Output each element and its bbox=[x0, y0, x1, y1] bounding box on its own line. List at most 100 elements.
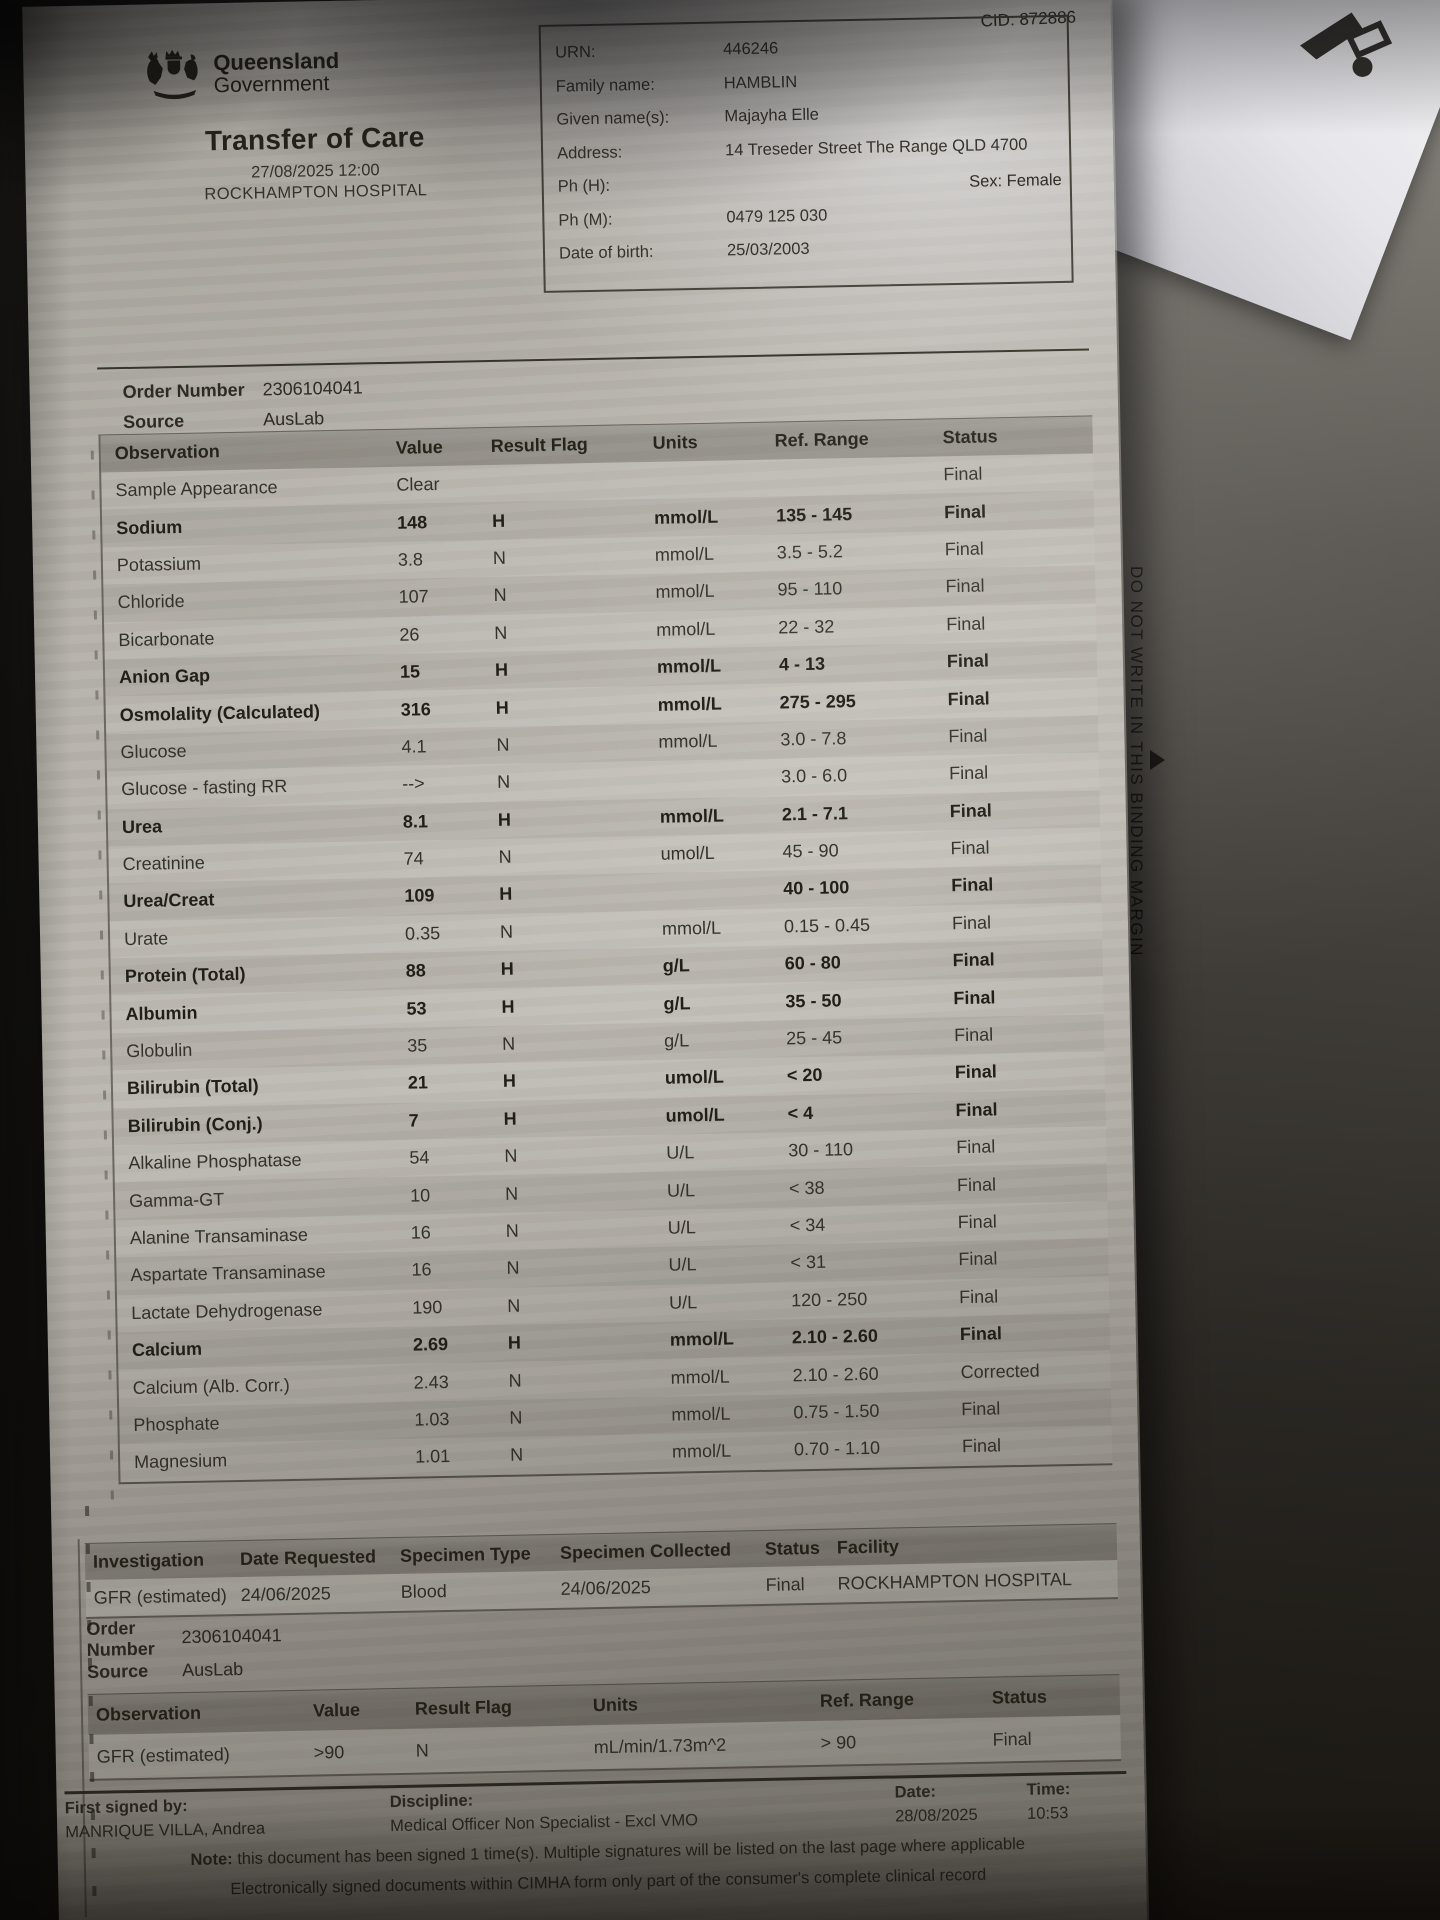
cell-status: Final bbox=[959, 1323, 1003, 1345]
cell-value: 316 bbox=[400, 698, 431, 720]
cell-flag: H bbox=[497, 809, 512, 830]
cell-units: mmol/L bbox=[654, 543, 715, 565]
cell-ref_range: 2.1 - 7.1 bbox=[781, 802, 849, 825]
cell-ref_range: 60 - 80 bbox=[784, 952, 841, 974]
column-header: Observation bbox=[95, 1702, 202, 1725]
cell-observation: Gamma-GT bbox=[128, 1188, 225, 1211]
cell-observation: Anion Gap bbox=[118, 665, 211, 688]
cell-ref_range: < 20 bbox=[786, 1065, 823, 1086]
cell-ref_range bbox=[775, 475, 943, 478]
cell-observation: Bilirubin (Conj.) bbox=[127, 1113, 263, 1136]
cell-status: Final bbox=[948, 762, 989, 784]
results-table: Observation Value Result Flag Units Ref. Ran… bbox=[98, 415, 1113, 1484]
cell-status: Final bbox=[950, 837, 990, 859]
cell-value: 190 bbox=[412, 1296, 443, 1318]
cell-flag: N bbox=[415, 1739, 429, 1761]
cell-observation: Bilirubin (Total) bbox=[126, 1075, 259, 1099]
cell-flag: H bbox=[501, 996, 515, 1017]
cell-value: 7 bbox=[408, 1110, 419, 1131]
cell-units: mmol/L bbox=[656, 655, 722, 677]
cell-observation: Aspartate Transaminase bbox=[130, 1261, 326, 1286]
cell-value: Clear bbox=[396, 474, 440, 495]
time-value: 10:53 bbox=[1026, 1804, 1069, 1823]
cell-observation: Urea/Creat bbox=[123, 889, 215, 912]
cell-status: Final bbox=[956, 1174, 997, 1195]
cell-ref_range: 3.0 - 7.8 bbox=[780, 728, 847, 750]
cell-observation: Glucose bbox=[120, 740, 187, 763]
cell-value: 21 bbox=[407, 1072, 429, 1094]
cell-observation: Urea bbox=[121, 816, 163, 837]
cell-label: Date of birth: bbox=[558, 243, 654, 263]
cell-label: Given name(s): bbox=[556, 108, 670, 129]
cell-flag: N bbox=[498, 846, 512, 867]
cell-observation: Phosphate bbox=[133, 1413, 220, 1435]
cell-observation: Potassium bbox=[116, 553, 202, 576]
signature-notes: Note: this document has been signed 1 ti… bbox=[108, 1828, 1109, 1907]
signed-date: Date: 28/08/2025 bbox=[894, 1781, 1027, 1827]
cell-units: umol/L bbox=[665, 1104, 725, 1126]
cell-value: 446246 bbox=[722, 39, 779, 59]
source-label: Source bbox=[122, 410, 185, 432]
cell-units: mmol/L bbox=[658, 730, 718, 752]
cell-observation: Sample Appearance bbox=[115, 477, 278, 501]
cell-units: U/L bbox=[666, 1179, 696, 1201]
cell-status: Final bbox=[944, 538, 984, 560]
order-number-label: Order Number bbox=[122, 379, 245, 402]
cell-status: Final bbox=[956, 1136, 996, 1158]
cell-units: U/L bbox=[667, 1217, 696, 1238]
cell-units: g/L bbox=[663, 1030, 690, 1051]
discipline-label: Discipline: bbox=[389, 1791, 474, 1812]
source-value: AusLab bbox=[181, 1658, 244, 1681]
patient-details-box: URN: 446246 Family name: HAMBLIN Given name(… bbox=[538, 14, 1074, 293]
discipline: Discipline: Medical Officer Non Speciali… bbox=[390, 1783, 896, 1836]
cell-units: mmol/L bbox=[671, 1403, 731, 1425]
cell-observation: Calcium (Alb. Corr.) bbox=[132, 1374, 290, 1398]
cell-status: Final bbox=[952, 949, 995, 971]
cell-flag: N bbox=[492, 547, 507, 568]
cell-label: Ph (H): bbox=[557, 176, 611, 196]
agency-line2: Government bbox=[213, 71, 330, 97]
cell-ref_range: 40 - 100 bbox=[783, 877, 850, 899]
column-header: Investigation bbox=[92, 1549, 205, 1572]
cell-units: U/L bbox=[666, 1142, 695, 1163]
column-header: Specimen Type bbox=[399, 1542, 531, 1566]
cell-units: mmol/L bbox=[669, 1328, 735, 1350]
cell-flag: H bbox=[499, 884, 513, 905]
qld-coat-of-arms-icon bbox=[147, 49, 198, 100]
cell-value: 2.43 bbox=[413, 1371, 449, 1393]
cell-ref_range: 25 - 45 bbox=[785, 1027, 843, 1049]
cell-status: Final bbox=[949, 800, 993, 821]
cell-units bbox=[661, 889, 783, 891]
cell-ref_range: 35 - 50 bbox=[785, 990, 842, 1012]
binding-margin-text: DO NOT WRITE IN THIS BINDING MARGIN bbox=[1127, 566, 1146, 957]
cell-status: Final bbox=[947, 687, 990, 709]
cell-units: mmol/L bbox=[670, 1366, 730, 1388]
sex-label: Sex: Female bbox=[968, 170, 1062, 191]
cell-flag bbox=[491, 481, 653, 484]
cell-value: 26 bbox=[399, 624, 420, 645]
first-signed-by-value: MANRIQUE VILLA, Andrea bbox=[65, 1819, 266, 1842]
cell-observation: Albumin bbox=[125, 1002, 198, 1024]
cell-value: 107 bbox=[398, 586, 429, 608]
cell-ref_range: 2.10 - 2.60 bbox=[791, 1325, 879, 1348]
date-value: 28/08/2025 bbox=[894, 1805, 978, 1826]
cell-status: Final bbox=[946, 650, 990, 672]
cell-value: 74 bbox=[403, 848, 424, 869]
cell-units: umol/L bbox=[660, 842, 715, 864]
cell-units: mmol/L bbox=[661, 917, 722, 939]
cell-flag: N bbox=[502, 1033, 516, 1054]
cell-status: Final bbox=[953, 1024, 994, 1046]
cell-ref_range: 3.5 - 5.2 bbox=[776, 541, 844, 563]
cell-ref_range: 4 - 13 bbox=[778, 653, 826, 675]
cell-observation: Creatinine bbox=[122, 852, 205, 875]
cell-observation: Magnesium bbox=[133, 1450, 228, 1473]
cell-observation: Chloride bbox=[117, 591, 185, 613]
cell-value: 4.1 bbox=[401, 736, 427, 757]
cell-value: 25/03/2003 bbox=[726, 240, 810, 260]
cell-units: U/L bbox=[668, 1254, 697, 1276]
cell-ref_range: 0.15 - 0.45 bbox=[783, 914, 871, 937]
cell-ref_range: 135 - 145 bbox=[775, 503, 853, 526]
cell-units: mL/min/1.73m^2 bbox=[593, 1734, 727, 1757]
cell-value: 8.1 bbox=[402, 810, 429, 832]
